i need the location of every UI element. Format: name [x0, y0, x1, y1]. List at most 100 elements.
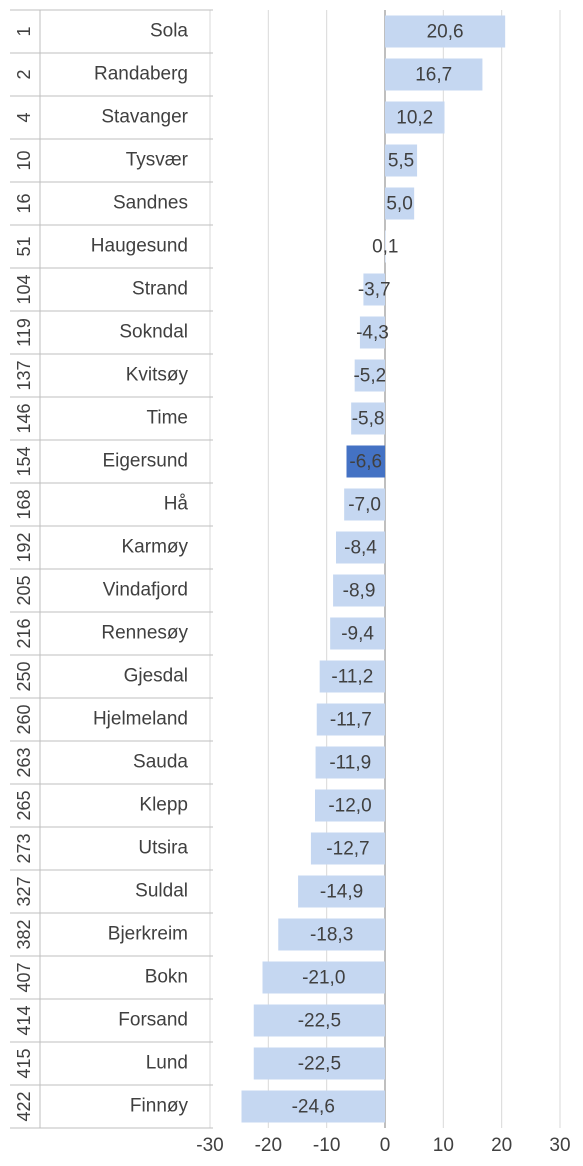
category-label: Bokn [145, 967, 188, 988]
bar [298, 875, 385, 908]
category-label: Forsand [118, 1010, 188, 1031]
bar [333, 574, 385, 607]
category-label: Strand [132, 279, 188, 300]
bar [315, 746, 385, 779]
category-label: Time [146, 408, 188, 429]
bar [385, 144, 418, 177]
rank-label: 137 [14, 360, 34, 390]
category-label: Hå [164, 494, 189, 515]
value-label: -11,7 [330, 710, 372, 731]
value-label: -5,8 [352, 409, 385, 430]
bar [315, 789, 385, 822]
value-label: -6,6 [349, 452, 382, 473]
category-label: Bjerkreim [108, 924, 188, 945]
rank-label: 265 [14, 790, 34, 820]
rank-label: 422 [14, 1091, 34, 1121]
rank-label: 263 [14, 747, 34, 777]
category-label: Tysvær [126, 150, 189, 171]
rank-label: 1 [14, 26, 34, 36]
value-label: 5,0 [386, 194, 412, 215]
bar [351, 402, 385, 435]
rank-label: 51 [14, 236, 34, 256]
value-label: -11,9 [329, 753, 371, 774]
category-label: Utsira [138, 838, 188, 859]
bar [278, 918, 385, 951]
value-label: 0,1 [372, 237, 398, 258]
x-tick-label: -10 [313, 1135, 340, 1156]
rank-label: 168 [14, 489, 34, 519]
value-label: -7,0 [348, 495, 381, 516]
bar [346, 445, 385, 478]
bar [385, 187, 415, 220]
rank-label: 415 [14, 1048, 34, 1078]
rank-label: 146 [14, 403, 34, 433]
category-label: Finnøy [130, 1096, 189, 1117]
value-label: -21,0 [302, 968, 345, 989]
value-label: -8,9 [343, 581, 376, 602]
rank-label: 205 [14, 575, 34, 605]
bar [253, 1004, 385, 1037]
bar [344, 488, 385, 521]
value-label: -8,4 [344, 538, 377, 559]
x-tick-label: 30 [549, 1135, 570, 1156]
rank-label: 104 [14, 274, 34, 304]
x-tick-label: 20 [491, 1135, 512, 1156]
value-label: 20,6 [427, 22, 464, 43]
rank-label: 414 [14, 1005, 34, 1035]
category-label: Haugesund [91, 236, 188, 257]
rank-label: 16 [14, 193, 34, 213]
bar [363, 273, 385, 306]
value-label: -12,7 [326, 839, 369, 860]
value-label: 5,5 [388, 151, 414, 172]
category-label: Karmøy [122, 537, 189, 558]
value-label: 16,7 [415, 65, 452, 86]
x-tick-label: -30 [196, 1135, 223, 1156]
value-label: -14,9 [320, 882, 363, 903]
category-label: Lund [146, 1053, 188, 1074]
rank-label: 4 [14, 112, 34, 122]
value-label: -9,4 [341, 624, 374, 645]
rank-label: 216 [14, 618, 34, 648]
value-label: -5,2 [353, 366, 386, 387]
category-label: Sandnes [113, 193, 188, 214]
x-tick-label: -20 [255, 1135, 282, 1156]
x-tick-label: 10 [433, 1135, 454, 1156]
rank-label: 10 [14, 150, 34, 170]
value-label: -22,5 [298, 1011, 341, 1032]
rank-label: 2 [14, 69, 34, 79]
rank-label: 250 [14, 661, 34, 691]
category-label: Klepp [139, 795, 188, 816]
bar [310, 832, 385, 865]
category-label: Eigersund [102, 451, 188, 472]
value-label: -18,3 [310, 925, 353, 946]
bar [385, 58, 483, 91]
bar [359, 316, 385, 349]
bar [336, 531, 385, 564]
category-label: Randaberg [94, 64, 188, 85]
x-tick-label: 0 [380, 1135, 391, 1156]
category-label: Sauda [133, 752, 188, 773]
value-label: -3,7 [358, 280, 391, 301]
category-label: Hjelmeland [93, 709, 188, 730]
value-label: -11,2 [331, 667, 373, 688]
rank-label: 327 [14, 876, 34, 906]
value-label: -24,6 [292, 1097, 335, 1118]
rank-label: 273 [14, 833, 34, 863]
rank-label: 382 [14, 919, 34, 949]
bar [241, 1090, 385, 1123]
rank-label: 154 [14, 446, 34, 476]
category-label: Rennesøy [101, 623, 188, 644]
value-label: -4,3 [356, 323, 389, 344]
bar [385, 230, 386, 263]
bar [330, 617, 385, 650]
category-label: Suldal [135, 881, 188, 902]
bar [316, 703, 385, 736]
category-label: Kvitsøy [126, 365, 189, 386]
category-label: Sokndal [119, 322, 188, 343]
rank-label: 119 [14, 318, 34, 347]
bar [262, 961, 385, 994]
category-label: Stavanger [101, 107, 188, 128]
bar [253, 1047, 385, 1080]
rank-label: 260 [14, 704, 34, 734]
